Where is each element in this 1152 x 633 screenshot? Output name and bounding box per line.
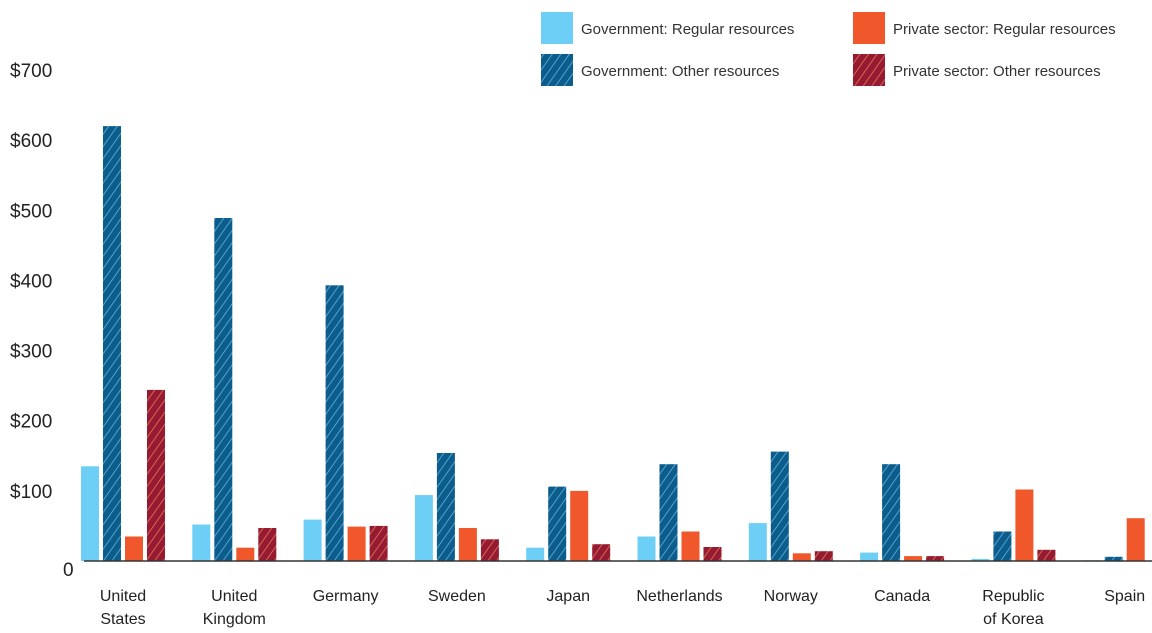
bar [103, 126, 121, 561]
bar [347, 526, 366, 561]
y-tick-label: $200 [10, 412, 52, 433]
bar [926, 556, 945, 561]
bar [814, 551, 833, 561]
category-label: United [100, 588, 146, 605]
bar [860, 552, 879, 561]
category-label: States [100, 611, 145, 628]
category-label: Sweden [428, 588, 486, 605]
legend-label: Government: Other resources [581, 63, 779, 80]
bar [792, 553, 811, 561]
bar [570, 490, 589, 561]
legend-swatch [853, 12, 885, 44]
bar [993, 531, 1012, 561]
bar [125, 536, 143, 561]
bar [436, 453, 455, 561]
y-tick-label: $400 [10, 271, 52, 292]
category-label: Japan [546, 588, 590, 605]
bar [192, 524, 211, 561]
category-label: Spain [1104, 588, 1145, 605]
bar [904, 556, 923, 561]
y-tick-label: $300 [10, 342, 52, 363]
bar [236, 547, 255, 561]
legend-label: Government: Regular resources [581, 21, 794, 38]
bar [480, 539, 499, 561]
category-label: Kingdom [203, 611, 266, 628]
bar [748, 523, 767, 561]
bar [681, 531, 700, 561]
bar [258, 528, 277, 561]
bar [458, 528, 477, 561]
bar [81, 466, 99, 561]
legend-label: Private sector: Regular resources [893, 21, 1116, 38]
y-tick-label: $500 [10, 201, 52, 222]
bar [703, 547, 722, 561]
bar [1037, 549, 1056, 561]
category-label: Netherlands [636, 588, 722, 605]
bar [303, 519, 322, 561]
bar [1126, 518, 1145, 561]
bar [770, 451, 789, 561]
y-axis-ticks: 0 $100 $200 $300 $400 $500 $600 $700 [10, 61, 74, 581]
bar [548, 486, 567, 561]
category-labels: United States United Kingdom Germany Sweden Ja… [100, 588, 1145, 628]
y-tick-label: $100 [10, 482, 52, 503]
bar [1015, 489, 1034, 561]
bar [325, 285, 344, 561]
bar [214, 218, 233, 561]
bar [637, 536, 656, 561]
bar [882, 464, 901, 561]
bar [414, 495, 433, 561]
y-tick-label: $600 [10, 131, 52, 152]
category-label: Republic [982, 588, 1044, 605]
legend: Government: Regular resources Government:… [541, 12, 1116, 86]
legend-swatch [541, 54, 573, 86]
category-label: Norway [764, 588, 818, 605]
y-tick-label: 0 [63, 560, 74, 581]
bar [526, 547, 545, 561]
legend-swatch [541, 12, 573, 44]
bar [1104, 556, 1123, 561]
legend-label: Private sector: Other resources [893, 63, 1101, 80]
bars [81, 126, 1145, 561]
legend-swatch [853, 54, 885, 86]
bar [147, 389, 165, 561]
bar [659, 464, 678, 561]
bar [971, 558, 990, 561]
bar [369, 525, 388, 561]
y-tick-label: $700 [10, 61, 52, 82]
category-label: of Korea [983, 611, 1044, 628]
category-label: United [211, 588, 257, 605]
category-label: Germany [313, 588, 379, 605]
bar [592, 544, 611, 561]
category-label: Canada [874, 588, 930, 605]
